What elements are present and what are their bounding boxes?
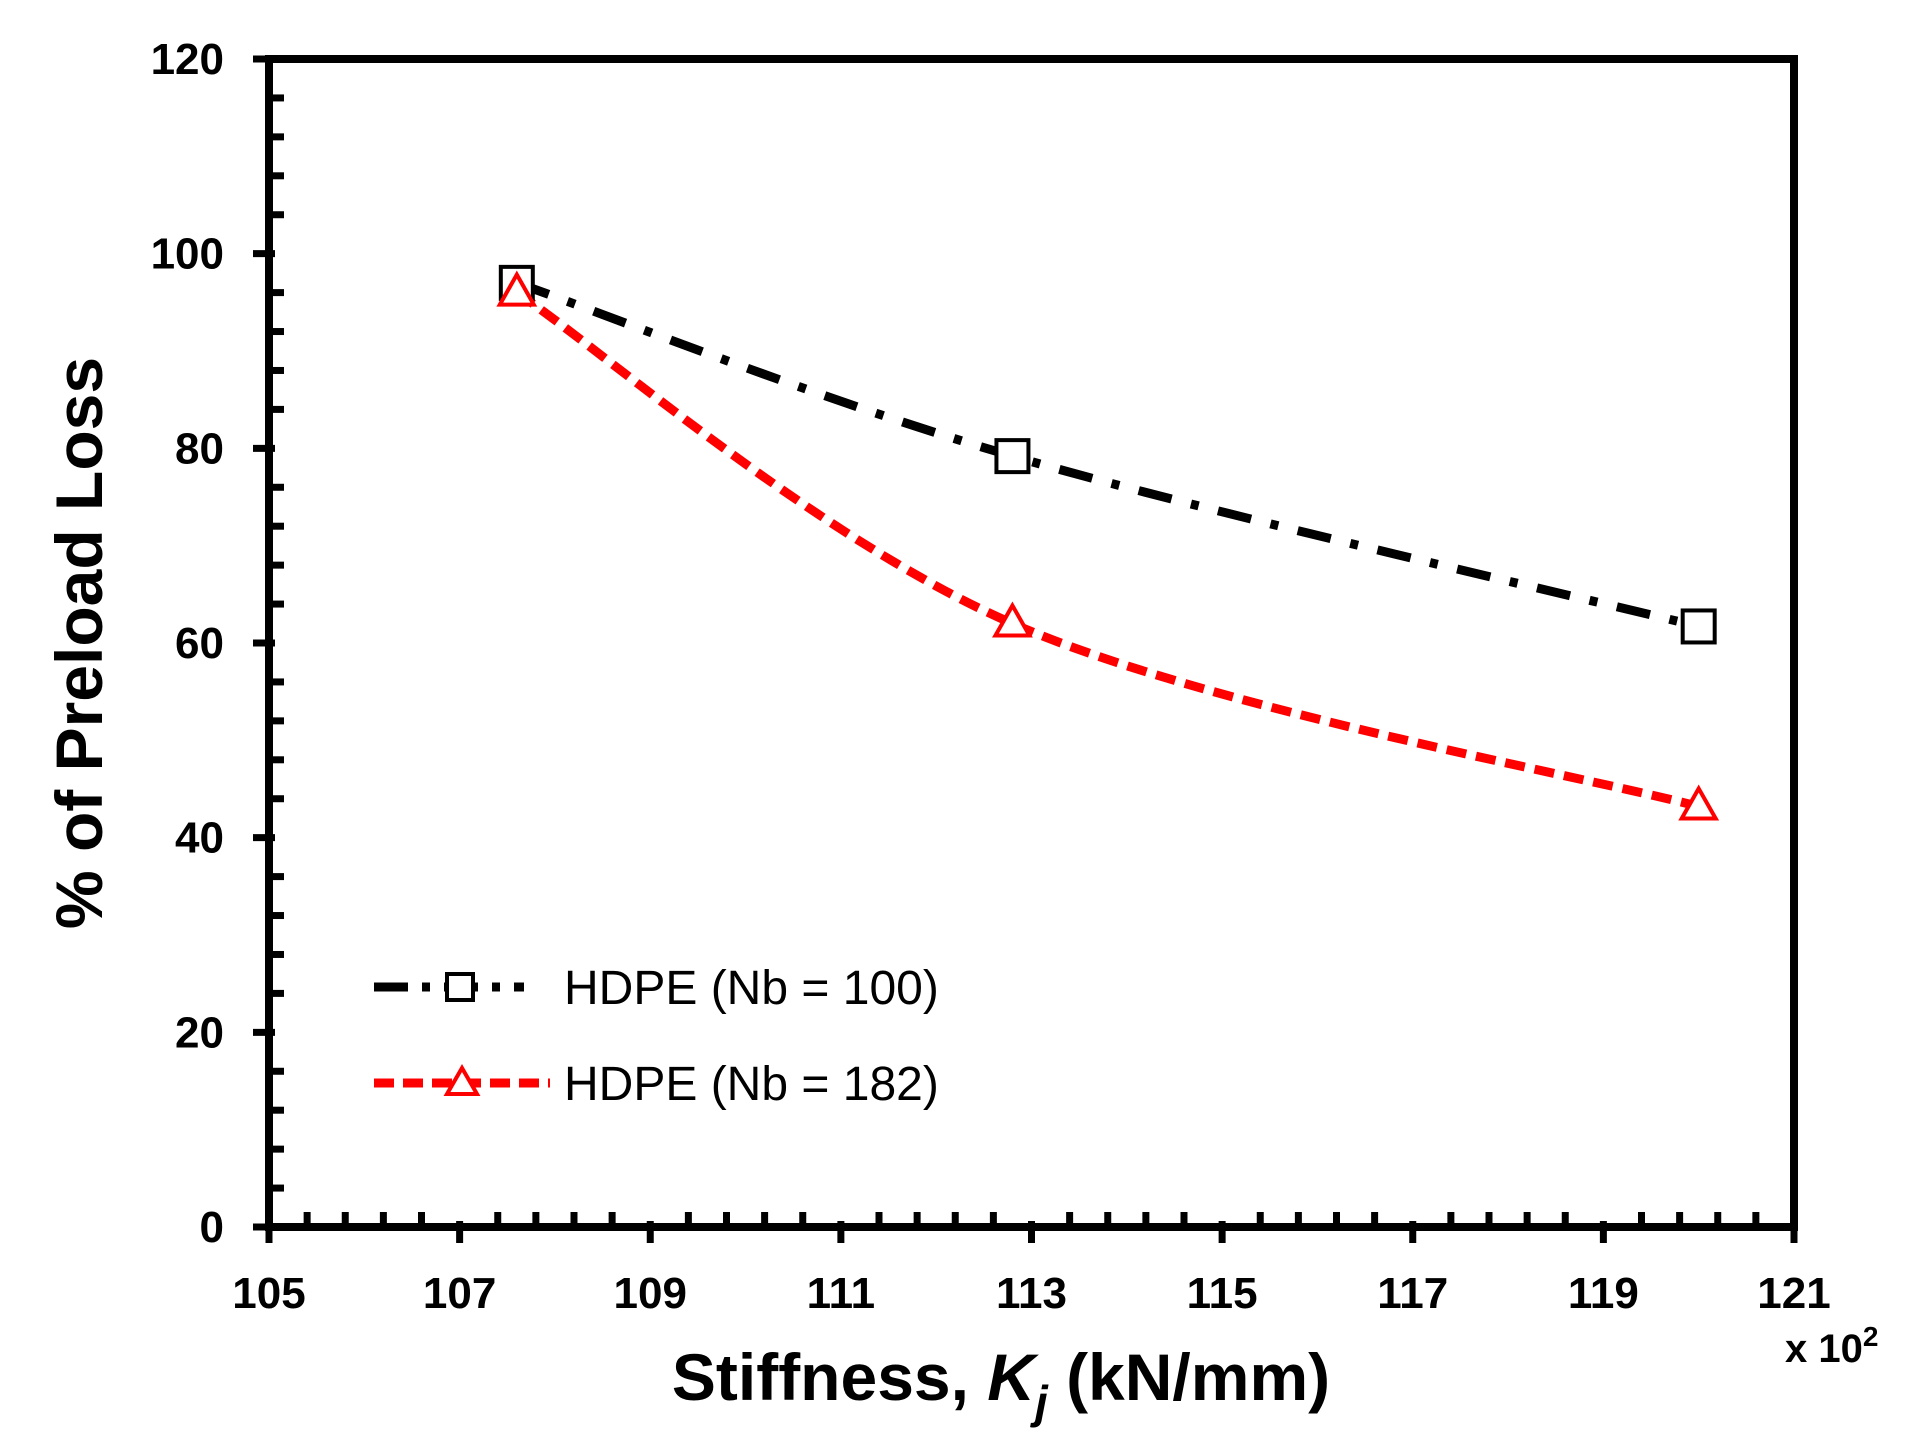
legend-label-hdpe-nb-182: HDPE (Nb = 182) xyxy=(564,1058,939,1111)
y-tick-label: 60 xyxy=(175,619,224,668)
series-lines xyxy=(514,278,1700,811)
x-tick-label: 113 xyxy=(996,1269,1067,1318)
series-line-1 xyxy=(514,288,1700,811)
y-axis-title: % of Preload Loss xyxy=(42,357,116,929)
x-tick-labels: 105 107 109 111 113 115 117 119 121 xyxy=(232,1269,1830,1318)
triangle-marker xyxy=(496,270,538,307)
x-tick-label: 105 xyxy=(232,1269,305,1318)
legend-label-hdpe-nb-100: HDPE (Nb = 100) xyxy=(564,962,939,1015)
x-tick-label: 111 xyxy=(807,1269,876,1318)
minor-ticks xyxy=(269,94,1760,1227)
legend-entry-hdpe-nb-182: HDPE (Nb = 182) xyxy=(374,1058,939,1111)
square-marker xyxy=(1680,608,1717,645)
x-axis-title-subscript: j xyxy=(1030,1376,1049,1428)
y-tick-label: 20 xyxy=(175,1008,224,1057)
x-axis-title-suffix: (kN/mm) xyxy=(1048,1340,1330,1414)
y-tick-label: 80 xyxy=(175,424,224,473)
x-tick-label: 107 xyxy=(423,1269,496,1318)
legend: HDPE (Nb = 100) HDPE (Nb = 182) xyxy=(374,962,939,1111)
legend-entry-hdpe-nb-100: HDPE (Nb = 100) xyxy=(374,962,939,1015)
x-axis-title: Stiffness, Kj (kN/mm) xyxy=(672,1340,1330,1428)
legend-marker-square xyxy=(445,972,475,1002)
series-markers xyxy=(496,264,1720,821)
triangle-marker xyxy=(992,601,1033,638)
x-tick-label: 121 xyxy=(1757,1269,1830,1318)
square-marker xyxy=(994,438,1031,475)
major-ticks xyxy=(253,55,1798,1243)
x-tick-label: 119 xyxy=(1568,1269,1639,1318)
plot-area-frame xyxy=(265,55,1798,1231)
y-tick-label: 100 xyxy=(151,230,224,279)
x-axis-title-symbol: K xyxy=(987,1340,1039,1414)
x-axis-multiplier: x 102 xyxy=(1785,1321,1878,1371)
x-tick-label: 109 xyxy=(614,1269,687,1318)
y-tick-label: 120 xyxy=(151,35,224,84)
x-axis-multiplier-exponent: 2 xyxy=(1863,1321,1879,1352)
x-tick-label: 115 xyxy=(1187,1269,1258,1318)
y-tick-labels: 0 20 40 60 80 100 120 xyxy=(151,35,224,1252)
legend-marker-triangle xyxy=(443,1063,481,1096)
x-tick-label: 117 xyxy=(1377,1269,1448,1318)
y-tick-label: 40 xyxy=(175,814,224,863)
x-axis-title-prefix: Stiffness, xyxy=(672,1340,987,1414)
series-line-0 xyxy=(515,278,1700,631)
triangle-marker xyxy=(1678,784,1720,821)
y-tick-label: 0 xyxy=(200,1203,224,1252)
x-axis-multiplier-base: x 10 xyxy=(1785,1327,1863,1371)
